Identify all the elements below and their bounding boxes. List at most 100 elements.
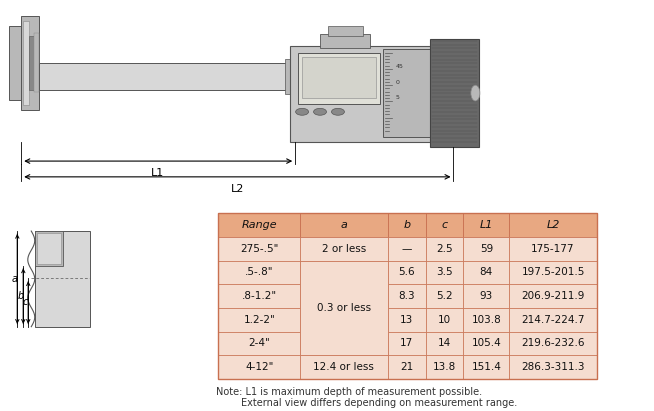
Text: 13: 13 (400, 315, 413, 325)
Bar (37, 233, 61, 263)
Bar (426, 237, 464, 261)
Bar (464, 308, 509, 332)
Bar (300, 355, 388, 379)
Bar (388, 213, 426, 237)
Bar (388, 355, 426, 379)
Bar (24, 21, 29, 105)
Bar (9, 26, 22, 100)
Ellipse shape (313, 109, 326, 115)
Bar (218, 308, 300, 332)
Bar (509, 332, 597, 355)
Text: 0: 0 (396, 80, 400, 85)
Bar (464, 284, 509, 308)
Text: 14: 14 (438, 338, 451, 349)
Text: 1.2-2": 1.2-2" (243, 315, 275, 325)
Text: 105.4: 105.4 (472, 338, 501, 349)
Text: 197.5-201.5: 197.5-201.5 (521, 268, 585, 277)
Bar (509, 261, 597, 284)
Text: 84: 84 (479, 268, 493, 277)
Text: 59: 59 (479, 244, 493, 254)
Bar (218, 237, 300, 261)
Bar (300, 213, 388, 237)
Bar (22, 16, 39, 110)
Bar (218, 284, 300, 308)
Text: 17: 17 (400, 338, 413, 349)
Bar (509, 284, 597, 308)
Bar (218, 332, 300, 355)
Bar (300, 284, 388, 308)
Text: 5: 5 (396, 95, 400, 101)
Text: 2.5: 2.5 (436, 244, 453, 254)
Ellipse shape (471, 85, 480, 101)
Text: c: c (23, 297, 28, 307)
Text: b: b (403, 220, 410, 230)
Bar (218, 213, 300, 237)
Bar (426, 261, 464, 284)
Bar (383, 49, 430, 137)
Text: 45: 45 (396, 64, 404, 69)
Bar (35, 231, 63, 266)
Text: 175-177: 175-177 (531, 244, 575, 254)
Text: 275-.5": 275-.5" (240, 244, 279, 254)
Bar (290, 46, 455, 142)
Bar (39, 62, 293, 90)
Bar (509, 308, 597, 332)
Text: L1: L1 (151, 168, 164, 178)
Bar (328, 26, 363, 36)
Bar (509, 355, 597, 379)
Text: .8-1.2": .8-1.2" (242, 291, 277, 301)
Bar (218, 261, 300, 284)
Text: 10: 10 (438, 315, 451, 325)
Bar (34, 33, 39, 92)
Text: 13.8: 13.8 (433, 362, 456, 372)
Bar (218, 213, 597, 379)
Text: 2-4": 2-4" (249, 338, 270, 349)
Text: L2: L2 (546, 220, 560, 230)
Bar (464, 237, 509, 261)
Text: 5.6: 5.6 (398, 268, 415, 277)
Text: L2: L2 (231, 184, 244, 194)
Text: L1: L1 (479, 220, 493, 230)
Bar (509, 213, 597, 237)
Ellipse shape (332, 109, 345, 115)
Bar (35, 231, 90, 327)
Text: 2 or less: 2 or less (322, 244, 366, 254)
Bar (426, 355, 464, 379)
Bar (426, 308, 464, 332)
Bar (320, 34, 370, 48)
Text: External view differs depending on measurement range.: External view differs depending on measu… (216, 398, 518, 408)
Text: 206.9-211.9: 206.9-211.9 (521, 291, 585, 301)
Text: Note: L1 is maximum depth of measurement possible.: Note: L1 is maximum depth of measurement… (216, 387, 483, 397)
Bar (388, 237, 426, 261)
Bar (300, 261, 388, 355)
Bar (302, 57, 376, 98)
Bar (426, 284, 464, 308)
Text: a: a (11, 275, 18, 284)
Text: 3.5: 3.5 (436, 268, 453, 277)
Text: 151.4: 151.4 (472, 362, 501, 372)
Bar (464, 355, 509, 379)
Text: 103.8: 103.8 (472, 315, 501, 325)
Text: b: b (17, 291, 24, 301)
Text: 219.6-232.6: 219.6-232.6 (521, 338, 585, 349)
Bar (464, 332, 509, 355)
Bar (300, 237, 388, 261)
Bar (388, 308, 426, 332)
Text: 0.3 or less: 0.3 or less (317, 303, 371, 313)
Bar (300, 332, 388, 355)
Bar (300, 261, 388, 284)
Bar (464, 261, 509, 284)
Bar (464, 213, 509, 237)
Text: 12.4 or less: 12.4 or less (313, 362, 374, 372)
Text: 21: 21 (400, 362, 413, 372)
Bar (388, 261, 426, 284)
Bar (300, 308, 388, 332)
Bar (426, 213, 464, 237)
Text: 286.3-311.3: 286.3-311.3 (521, 362, 585, 372)
Bar (285, 58, 295, 94)
Text: a: a (341, 220, 347, 230)
Bar (218, 355, 300, 379)
Text: .5-.8": .5-.8" (245, 268, 273, 277)
Bar (29, 36, 34, 90)
Bar (388, 284, 426, 308)
